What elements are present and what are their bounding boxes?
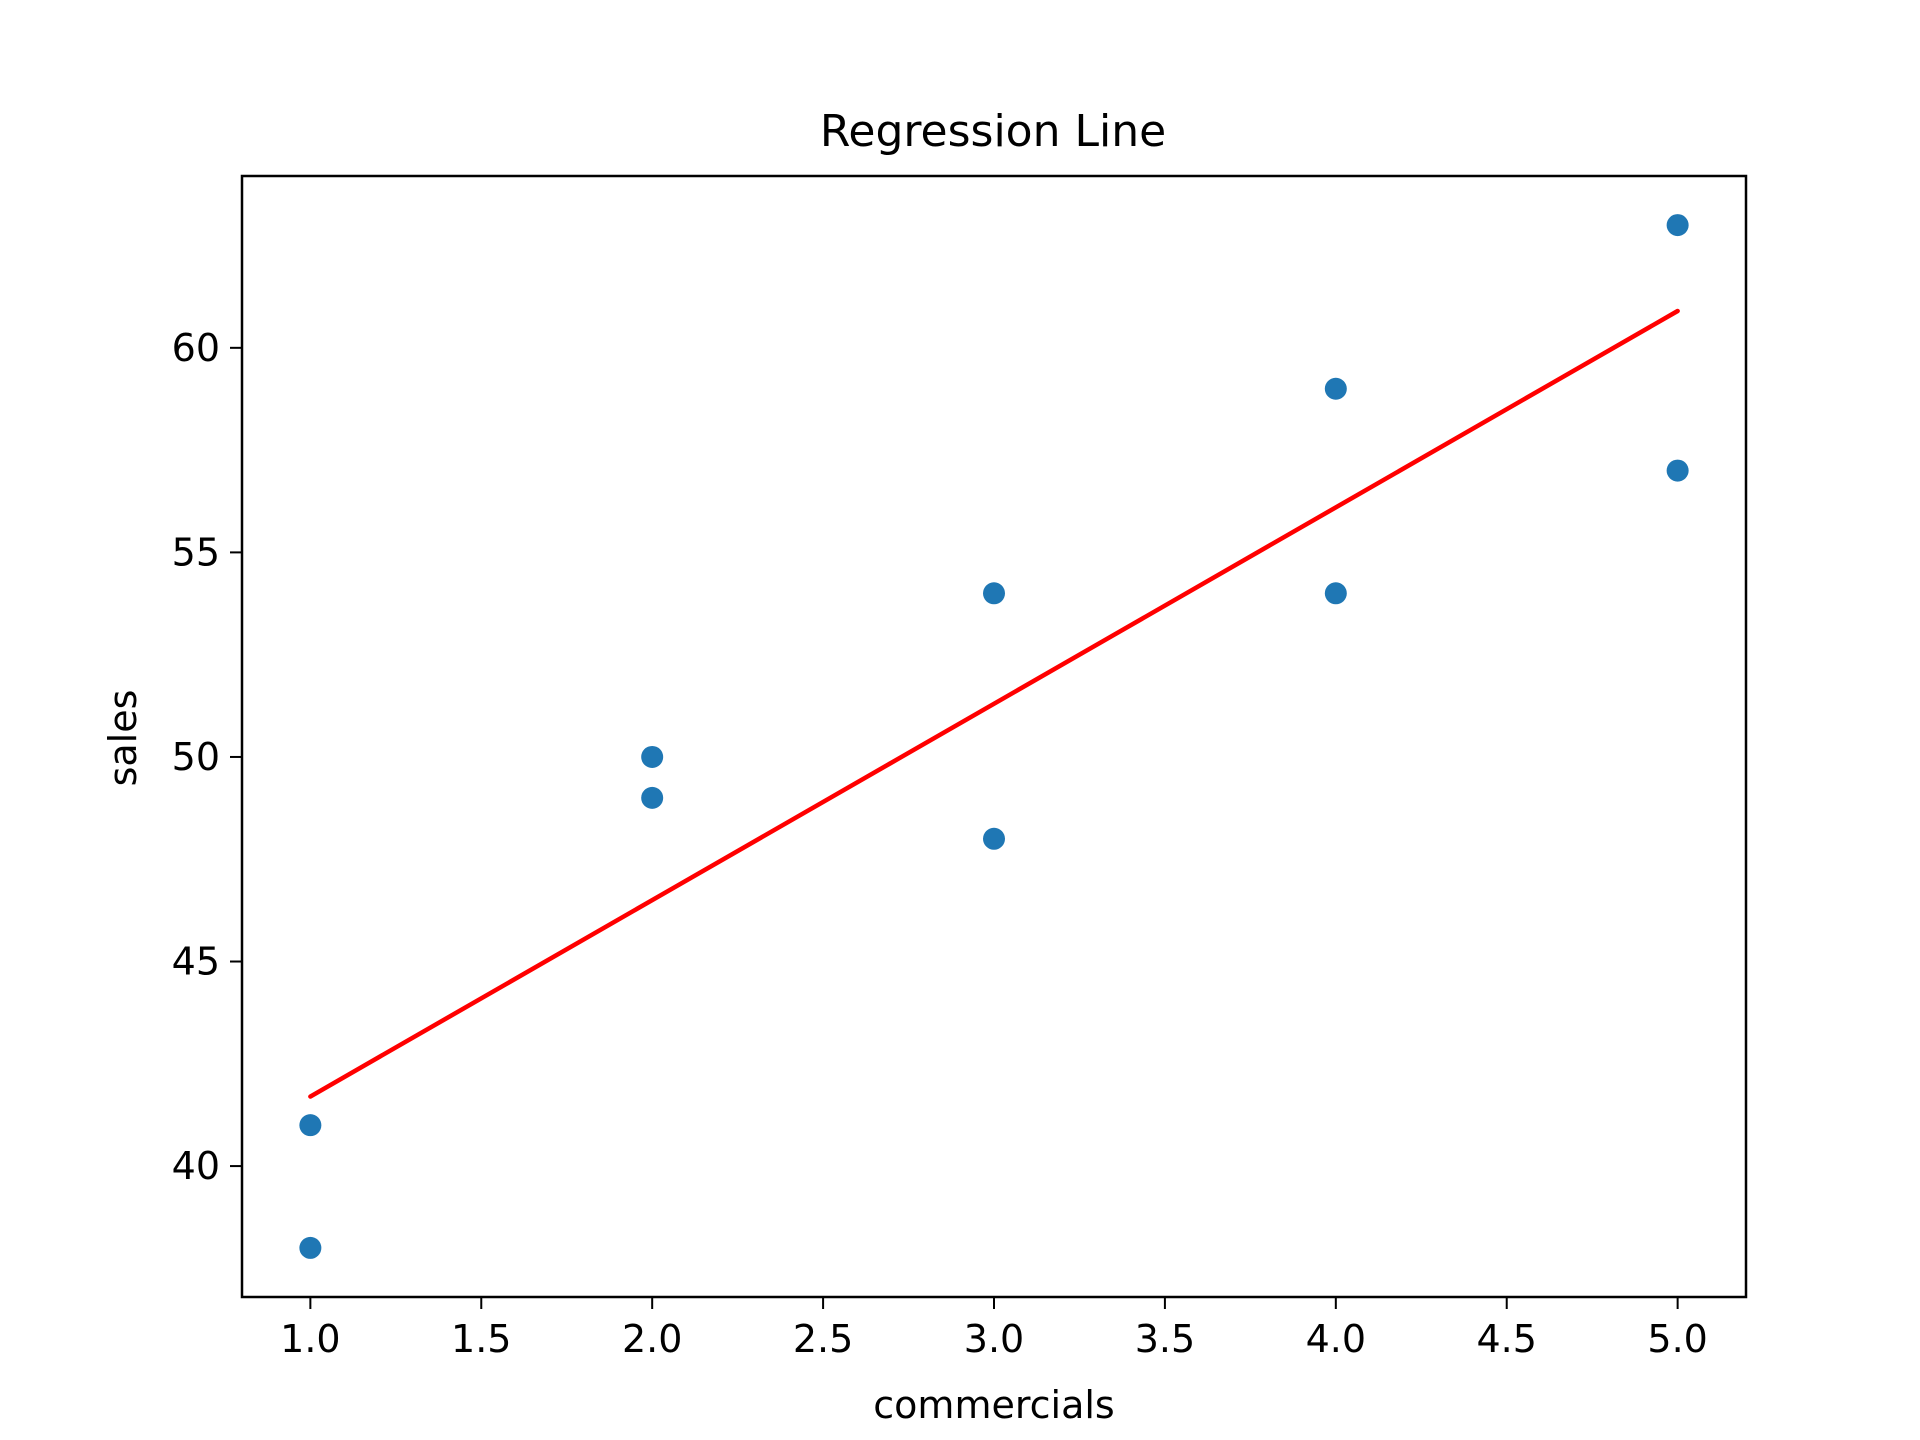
scatter-point xyxy=(641,786,664,809)
scatter-point xyxy=(983,582,1005,605)
x-tick-label: 4.0 xyxy=(1306,1317,1366,1361)
scatter-point xyxy=(1666,214,1689,237)
scatter-point xyxy=(299,1114,322,1137)
plot-frame xyxy=(240,174,1748,1299)
scatter-point xyxy=(983,827,1005,850)
chart-title: Regression Line xyxy=(820,106,1166,157)
x-tick-label: 2.5 xyxy=(793,1317,853,1361)
scatter-point xyxy=(1324,377,1347,400)
plot-area xyxy=(299,214,1689,1259)
y-tick-label: 60 xyxy=(172,326,220,370)
x-axis: 1.0 1.5 2.0 2.5 3.0 3.5 4.0 4.5 5.0 xyxy=(280,1297,1708,1361)
y-tick-label: 40 xyxy=(172,1144,220,1188)
scatter-point xyxy=(299,1236,322,1259)
x-tick-label: 4.5 xyxy=(1477,1317,1537,1361)
x-tick-label: 3.5 xyxy=(1135,1317,1195,1361)
y-axis-label: sales xyxy=(101,690,145,787)
x-tick-label: 1.0 xyxy=(280,1317,340,1361)
x-tick-label: 5.0 xyxy=(1647,1317,1707,1361)
y-axis: 40 45 50 55 60 xyxy=(172,326,242,1188)
y-tick-label: 55 xyxy=(172,530,220,574)
scatter-point xyxy=(641,745,664,768)
x-tick-label: 2.0 xyxy=(622,1317,682,1361)
scatter-point xyxy=(1324,582,1347,605)
x-axis-label: commercials xyxy=(873,1383,1114,1427)
y-tick-label: 50 xyxy=(172,735,220,779)
regression-line xyxy=(308,308,1680,1099)
scatter-point xyxy=(1666,459,1689,482)
y-tick-label: 45 xyxy=(172,940,220,984)
x-tick-label: 3.0 xyxy=(964,1317,1024,1361)
x-tick-label: 1.5 xyxy=(451,1317,511,1361)
